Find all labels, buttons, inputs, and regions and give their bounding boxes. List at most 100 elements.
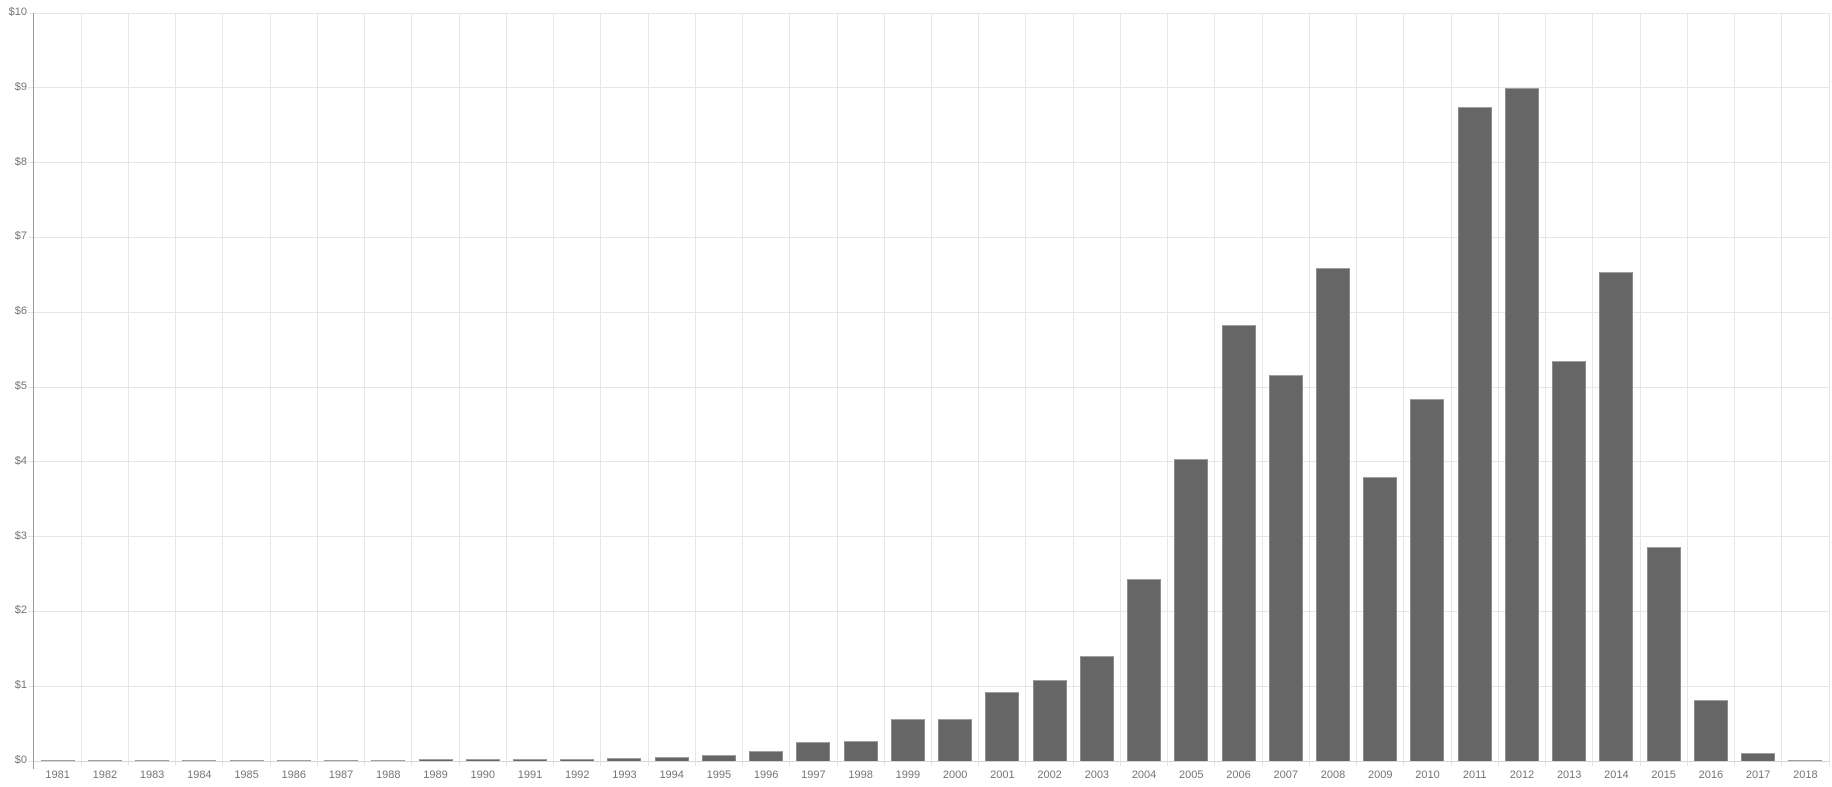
x-axis-label: 2010 (1415, 769, 1440, 781)
bar-2001[interactable] (985, 692, 1020, 761)
v-gridline (1214, 13, 1216, 766)
y-axis-tick (28, 760, 33, 762)
bar-1982[interactable] (87, 759, 122, 761)
x-axis-label: 1984 (187, 769, 212, 781)
v-gridline (1545, 13, 1547, 766)
v-gridline (411, 13, 413, 766)
h-gridline (34, 162, 1829, 164)
x-axis-label: 1985 (234, 769, 259, 781)
y-axis-label: $2 (14, 604, 27, 617)
y-axis-tick (28, 610, 33, 612)
bar-1990[interactable] (465, 758, 500, 761)
x-axis-label: 2013 (1556, 769, 1582, 781)
bar-2013[interactable] (1552, 360, 1587, 761)
x-axis-label: 1988 (376, 769, 401, 781)
bar-2005[interactable] (1174, 458, 1209, 761)
bar-2003[interactable] (1079, 655, 1114, 761)
x-axis-label: 1991 (517, 769, 543, 781)
bar-1995[interactable] (701, 755, 736, 761)
x-axis-label: 1992 (564, 769, 590, 781)
bar-2018[interactable] (1788, 759, 1823, 761)
v-gridline (1167, 13, 1169, 766)
x-axis-label: 2001 (990, 769, 1015, 781)
y-axis-label: $1 (14, 679, 27, 692)
x-axis-label: 1994 (659, 769, 684, 781)
x-axis-label: 2006 (1226, 769, 1251, 781)
bar-2015[interactable] (1646, 547, 1681, 761)
bar-1987[interactable] (324, 759, 359, 761)
v-gridline (647, 13, 649, 766)
bar-1986[interactable] (276, 759, 311, 761)
x-axis-label: 1993 (612, 769, 637, 781)
bar-2002[interactable] (1032, 680, 1067, 761)
bar-2000[interactable] (938, 719, 973, 761)
x-axis-label: 2011 (1462, 769, 1487, 781)
bar-1991[interactable] (512, 758, 547, 761)
bar-2012[interactable] (1504, 87, 1539, 761)
v-gridline (694, 13, 696, 766)
bar-2004[interactable] (1127, 579, 1162, 761)
bar-1992[interactable] (560, 758, 595, 761)
bar-1998[interactable] (843, 740, 878, 761)
v-gridline (1781, 13, 1783, 766)
v-gridline (222, 13, 224, 766)
y-axis-label: $10 (8, 6, 27, 18)
y-axis-tick (28, 236, 33, 238)
y-axis-tick (28, 685, 33, 687)
bar-1985[interactable] (229, 759, 264, 761)
bar-2014[interactable] (1599, 271, 1634, 761)
bar-2011[interactable] (1457, 107, 1492, 761)
bar-1994[interactable] (654, 757, 689, 761)
y-axis-label: $6 (14, 305, 27, 318)
x-axis-label: 2018 (1793, 769, 1818, 781)
bar-2009[interactable] (1363, 476, 1398, 761)
x-axis-label: 2009 (1368, 769, 1393, 781)
v-gridline (316, 13, 318, 766)
bar-2016[interactable] (1693, 699, 1728, 761)
bar-2008[interactable] (1316, 268, 1350, 761)
y-axis-label: $8 (14, 155, 27, 168)
x-axis-label: 1996 (753, 769, 779, 781)
y-axis-label: $5 (14, 380, 27, 392)
y-axis-label: $4 (14, 454, 27, 467)
baseline-gridline (34, 760, 1829, 762)
bar-1988[interactable] (371, 759, 406, 761)
bar-1999[interactable] (890, 719, 925, 761)
h-gridline (34, 12, 1829, 14)
bar-2010[interactable] (1410, 398, 1445, 761)
bar-1983[interactable] (135, 759, 170, 761)
h-gridline (34, 461, 1829, 463)
h-gridline (34, 610, 1829, 612)
y-axis-label: $0 (14, 754, 27, 766)
bar-1989[interactable] (418, 758, 453, 761)
bar-1984[interactable] (182, 759, 217, 761)
v-gridline (1308, 13, 1310, 766)
bar-2007[interactable] (1268, 375, 1303, 761)
y-axis-label: $7 (14, 230, 27, 243)
bar-1997[interactable] (796, 741, 831, 761)
h-gridline (34, 311, 1829, 313)
x-axis-label: 2012 (1509, 769, 1535, 781)
bar-1981[interactable] (40, 759, 75, 761)
y-axis-tick (28, 536, 33, 538)
x-axis-label: 1995 (706, 769, 732, 781)
h-gridline (34, 685, 1829, 687)
v-gridline (1403, 13, 1405, 766)
v-gridline (883, 13, 885, 766)
x-axis-label: 1998 (848, 769, 873, 781)
bar-2017[interactable] (1741, 752, 1776, 761)
x-axis-label: 1981 (45, 769, 70, 781)
v-gridline (742, 13, 744, 766)
v-gridline (978, 13, 980, 766)
y-axis-tick (28, 311, 33, 313)
h-gridline (34, 386, 1829, 388)
x-axis-label: 2016 (1698, 769, 1724, 781)
v-gridline (931, 13, 932, 766)
bar-1996[interactable] (749, 751, 784, 761)
v-gridline (505, 13, 507, 766)
v-gridline (175, 13, 177, 766)
bar-1993[interactable] (607, 758, 642, 761)
y-axis-tick (28, 87, 33, 89)
y-axis-tick (28, 386, 33, 388)
bar-2006[interactable] (1221, 324, 1256, 761)
